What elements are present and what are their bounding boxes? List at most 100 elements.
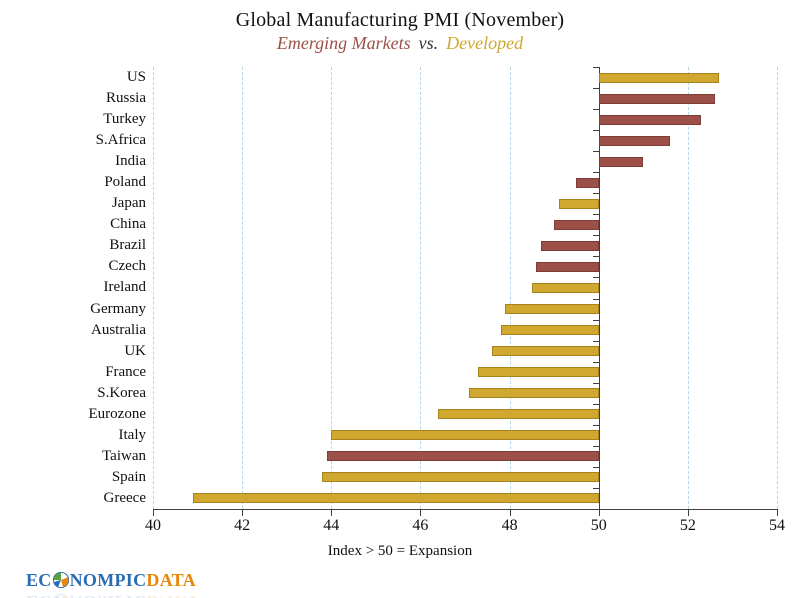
- gridline-42: [242, 67, 244, 509]
- country-label-turkey: Turkey: [103, 111, 146, 128]
- category-axis-tick: [592, 298, 599, 300]
- gridline-44: [331, 67, 333, 509]
- bar-france: [478, 367, 599, 378]
- globe-icon-reflection: [53, 590, 69, 598]
- logo-reflection: EC NOMPICDATA: [26, 590, 196, 598]
- x-tick-label-46: 46: [412, 517, 429, 534]
- x-tick-label-44: 44: [323, 517, 340, 534]
- category-axis-tick: [592, 361, 599, 363]
- x-axis-tick-48: [509, 510, 511, 516]
- country-label-greece: Greece: [103, 489, 146, 506]
- bar-greece: [193, 493, 599, 504]
- bar-china: [554, 219, 599, 230]
- country-label-taiwan: Taiwan: [102, 447, 146, 464]
- baseline-axis-50: [598, 67, 600, 510]
- category-axis-tick: [592, 130, 599, 132]
- country-label-ireland: Ireland: [103, 279, 146, 296]
- bar-uk: [491, 346, 599, 357]
- category-axis-tick: [592, 277, 599, 279]
- category-axis-tick: [592, 340, 599, 342]
- plot-area: 40 42 44 46 48 50 52 54 US Russia Turkey S.Africa In…: [89, 67, 785, 534]
- bar-japan: [558, 198, 599, 209]
- logo-text-prefix: EC: [26, 570, 52, 590]
- country-label-poland: Poland: [104, 174, 146, 191]
- bar-czech: [536, 261, 599, 272]
- x-tick-label-48: 48: [501, 517, 518, 534]
- gridline-40: [153, 67, 154, 509]
- category-axis-tick: [592, 445, 599, 447]
- country-label-france: France: [105, 363, 146, 380]
- bar-poland: [576, 177, 599, 188]
- x-axis-tick-40: [153, 510, 154, 516]
- chart-title: Global Manufacturing PMI (November): [235, 9, 565, 31]
- country-label-eurozone: Eurozone: [88, 405, 146, 422]
- category-axis-tick: [592, 151, 599, 153]
- bar-us: [598, 72, 720, 83]
- category-axis-tick: [592, 235, 599, 237]
- category-axis-tick: [592, 109, 599, 111]
- country-label-japan: Japan: [111, 195, 146, 212]
- country-label-s-africa: S.Africa: [95, 132, 146, 149]
- x-axis-title: Index > 50 = Expansion: [327, 543, 473, 559]
- chart-subtitle: Emerging Markets vs. Developed: [0, 33, 800, 54]
- subtitle-emerging-label: Emerging Markets: [276, 33, 411, 53]
- x-tick-label-52: 52: [679, 517, 696, 534]
- bar-brazil: [540, 240, 599, 251]
- gridline-46: [420, 67, 422, 509]
- gridline-48: [509, 67, 511, 509]
- x-axis-tick-44: [331, 510, 333, 516]
- category-axis-tick: [592, 466, 599, 468]
- bar-turkey: [598, 114, 702, 125]
- country-label-china: China: [110, 216, 146, 233]
- category-axis-tick: [592, 319, 599, 321]
- globe-icon: [52, 571, 69, 592]
- bar-taiwan: [326, 451, 599, 462]
- category-axis-tick: [592, 88, 599, 90]
- country-label-russia: Russia: [105, 90, 146, 107]
- subtitle-vs-label: vs.: [418, 33, 439, 53]
- category-axis-tick: [592, 214, 599, 216]
- country-label-spain: Spain: [111, 468, 146, 485]
- x-axis-tick-42: [242, 510, 244, 516]
- country-label-uk: UK: [124, 342, 146, 359]
- x-axis-tick-52: [687, 510, 689, 516]
- gridline-52: [687, 67, 689, 509]
- bar-s-korea: [469, 388, 599, 399]
- x-tick-label-50: 50: [590, 517, 607, 534]
- category-axis-tick: [592, 256, 599, 258]
- bar-italy: [331, 430, 599, 441]
- subtitle-developed-label: Developed: [446, 33, 524, 53]
- x-tick-label-54: 54: [769, 517, 785, 534]
- category-axis-tick: [592, 382, 599, 384]
- country-label-s-korea: S.Korea: [97, 384, 146, 401]
- bar-ireland: [531, 283, 599, 293]
- bar-spain: [322, 472, 599, 483]
- bar-india: [598, 156, 644, 167]
- country-label-brazil: Brazil: [109, 237, 146, 254]
- bar-s-africa: [598, 135, 671, 146]
- category-axis-tick: [592, 193, 599, 195]
- bar-eurozone: [438, 409, 599, 420]
- category-axis-tick: [592, 424, 599, 426]
- category-axis-tick: [592, 172, 599, 174]
- logo-text-middle: NOMPIC: [69, 570, 147, 590]
- bar-russia: [598, 93, 715, 104]
- x-axis-tick-54: [777, 510, 778, 516]
- logo-reflection-text: EC: [26, 592, 52, 598]
- country-label-us: US: [126, 69, 146, 85]
- x-tick-label-42: 42: [234, 517, 251, 534]
- bar-australia: [500, 325, 599, 336]
- econompic-logo: EC NOMPICDATA: [26, 570, 196, 592]
- country-label-czech: Czech: [108, 258, 146, 275]
- logo-text-suffix: DATA: [146, 570, 196, 590]
- x-axis-line: [153, 509, 778, 510]
- x-axis-tick-50: [598, 510, 600, 516]
- country-label-australia: Australia: [91, 321, 146, 338]
- logo-reflection-text: DATA: [146, 592, 196, 598]
- x-tick-label-40: 40: [145, 517, 161, 534]
- country-label-india: India: [115, 153, 146, 170]
- x-axis-tick-46: [420, 510, 422, 516]
- category-axis-tick: [592, 67, 599, 68]
- bar-germany: [505, 304, 599, 315]
